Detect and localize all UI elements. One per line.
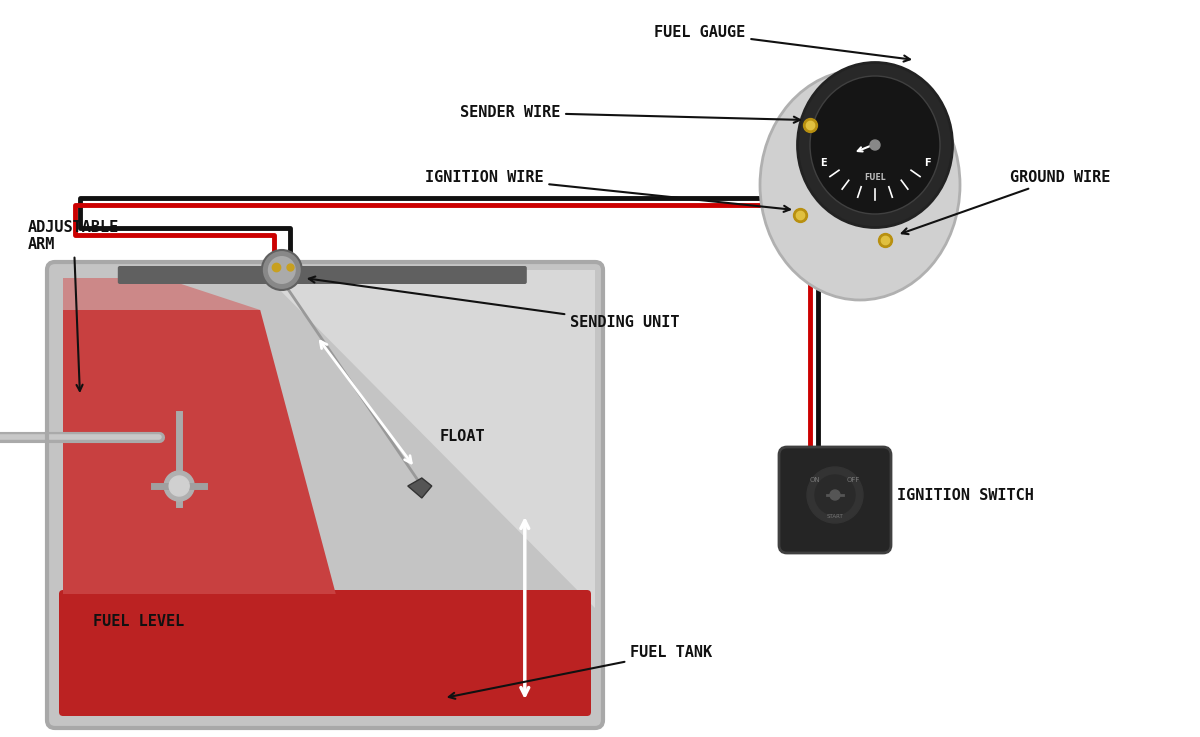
FancyBboxPatch shape (118, 266, 527, 284)
FancyBboxPatch shape (47, 262, 604, 728)
Ellipse shape (798, 63, 953, 228)
Text: GROUND WIRE: GROUND WIRE (902, 170, 1110, 234)
Text: E: E (820, 158, 827, 168)
Polygon shape (64, 310, 336, 594)
Polygon shape (260, 270, 595, 607)
Text: START: START (827, 514, 844, 519)
Text: FLOAT: FLOAT (439, 428, 486, 444)
Circle shape (870, 140, 880, 150)
Text: FUEL TANK: FUEL TANK (449, 645, 712, 699)
Polygon shape (64, 278, 260, 310)
Text: FUEL GAUGE: FUEL GAUGE (654, 25, 910, 62)
Text: SENDER WIRE: SENDER WIRE (460, 105, 800, 123)
Text: OFF: OFF (846, 477, 859, 483)
Polygon shape (408, 478, 432, 498)
Circle shape (169, 476, 190, 496)
Ellipse shape (810, 76, 940, 214)
Text: FUEL: FUEL (864, 172, 886, 181)
Circle shape (830, 490, 840, 500)
Circle shape (164, 471, 194, 501)
Text: FUEL LEVEL: FUEL LEVEL (94, 613, 185, 629)
Text: SENDING UNIT: SENDING UNIT (308, 276, 679, 330)
Text: IGNITION WIRE: IGNITION WIRE (425, 170, 790, 212)
Circle shape (815, 475, 854, 515)
Text: ON: ON (810, 477, 821, 483)
Circle shape (808, 467, 863, 523)
Ellipse shape (760, 70, 960, 300)
FancyBboxPatch shape (59, 590, 592, 716)
Circle shape (268, 256, 295, 284)
Text: IGNITION SWITCH: IGNITION SWITCH (898, 487, 1034, 503)
Text: ADJUSTABLE
ARM: ADJUSTABLE ARM (28, 220, 119, 391)
Text: F: F (924, 158, 930, 168)
FancyBboxPatch shape (779, 447, 890, 553)
Circle shape (262, 250, 302, 290)
